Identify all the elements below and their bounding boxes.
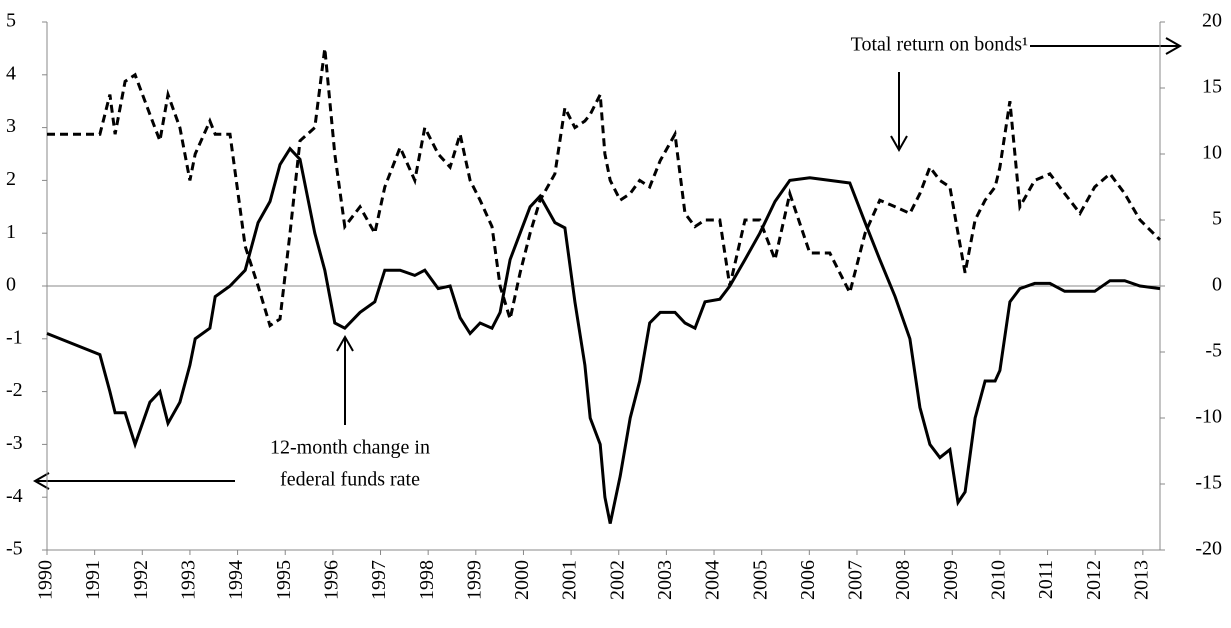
- x-tick-label: 2001: [559, 560, 581, 600]
- y-tick-label: 3: [6, 115, 16, 137]
- annotation: Total return on bonds¹: [851, 34, 1028, 56]
- y-tick-label: 1: [6, 221, 16, 243]
- x-tick-label: 2002: [606, 560, 628, 600]
- y-tick-label: -4: [6, 485, 23, 507]
- y-tick-label: -3: [6, 432, 23, 454]
- y-tick-label: 2: [6, 168, 16, 190]
- y2-tick-label: 0: [1212, 274, 1222, 296]
- x-tick-label: 2004: [702, 560, 724, 600]
- annotation: federal funds rate: [280, 469, 420, 491]
- y-tick-label: -2: [6, 379, 23, 401]
- series-line: [47, 48, 1162, 328]
- x-tick-label: 1991: [82, 560, 104, 600]
- y-tick-label: 5: [6, 10, 16, 32]
- arrow-head: [32, 472, 50, 490]
- x-tick-label: 2008: [892, 560, 914, 600]
- x-tick-label: 1998: [416, 560, 438, 600]
- y2-tick-label: -5: [1205, 340, 1222, 362]
- y-tick-label: -5: [6, 538, 23, 560]
- x-tick-label: 2006: [797, 560, 819, 600]
- x-tick-label: 2005: [749, 560, 771, 600]
- x-tick-label: 1996: [320, 560, 342, 600]
- x-tick-label: 2009: [940, 560, 962, 600]
- annotation: 12-month change in: [270, 437, 430, 459]
- y2-tick-label: -20: [1195, 538, 1222, 560]
- x-tick-label: 1990: [35, 560, 57, 600]
- x-tick-label: 2003: [654, 560, 676, 600]
- x-tick-label: 1999: [463, 560, 485, 600]
- y-tick-label: -1: [6, 326, 23, 348]
- x-tick-label: 2012: [1083, 560, 1105, 600]
- x-tick-label: 1993: [178, 560, 200, 600]
- x-tick-label: 1997: [368, 560, 390, 600]
- x-tick-label: 2007: [845, 560, 867, 600]
- y2-tick-label: -15: [1195, 472, 1222, 494]
- x-tick-label: 1994: [225, 560, 247, 600]
- series-line: [46, 146, 1161, 524]
- x-tick-label: 2013: [1130, 560, 1152, 600]
- annotation-arrows: [32, 37, 1183, 490]
- arrow-head: [890, 135, 908, 153]
- x-tick-label: 1992: [130, 560, 152, 600]
- arrow-head: [1165, 37, 1183, 55]
- x-tick-label: 2000: [511, 560, 533, 600]
- y2-tick-label: 15: [1202, 76, 1222, 98]
- arrow-head: [336, 334, 354, 352]
- x-tick-label: 2010: [988, 560, 1010, 600]
- x-tick-label: 2011: [1035, 560, 1057, 599]
- y-tick-label: 0: [6, 274, 16, 296]
- y2-tick-label: 10: [1202, 142, 1222, 164]
- y2-tick-label: 5: [1212, 208, 1222, 230]
- y-tick-label: 4: [6, 62, 16, 84]
- y2-tick-label: 20: [1202, 10, 1222, 32]
- y2-tick-label: -10: [1195, 406, 1222, 428]
- x-tick-label: 1995: [273, 560, 295, 600]
